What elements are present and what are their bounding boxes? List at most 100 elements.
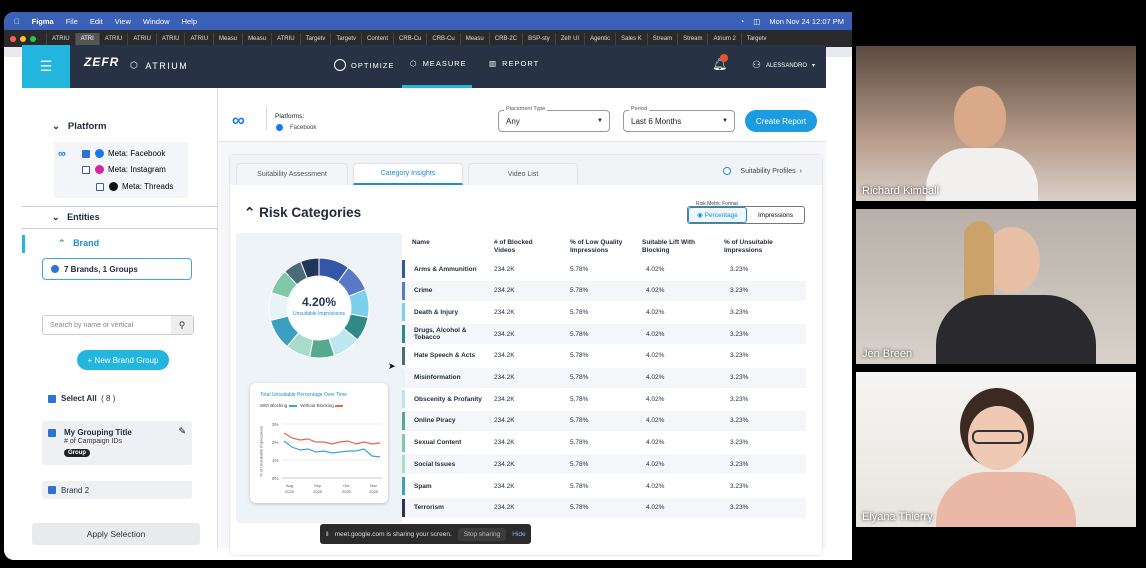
participant-tile[interactable]: Jen Breen [856,209,1136,364]
x-tick: 2025 [342,489,352,494]
table-row[interactable]: Arms & Ammunition 234.2K 5.78% 4.02% 3.23% [402,259,806,279]
minimize-window-icon[interactable] [20,35,26,42]
menu-figma[interactable]: Figma [26,16,54,26]
x-tick: 2025 [285,489,295,494]
apple-icon[interactable]:  [14,17,20,26]
browser-tab[interactable]: Measu [213,32,242,45]
browser-tab[interactable]: CRB-Cu [426,32,459,45]
tab-suitability-assessment[interactable]: Suitability Assessment [236,163,348,185]
risk-categories-heading[interactable]: ⌃ Risk Categories [244,205,361,221]
browser-tab[interactable]: ATRIU [98,32,128,45]
checkbox[interactable] [48,486,56,494]
menu-toggle-icon[interactable]: ☰ [22,45,70,88]
tab-category-insights[interactable]: Category Insights [353,163,463,185]
suitability-profiles-link[interactable]: Suitability Profiles › [723,167,802,175]
create-report-button[interactable]: Create Report [745,110,817,132]
brand-summary-chip[interactable]: 7 Brands, 1 Groups [42,258,192,280]
table-row[interactable]: Online Piracy 234.2K 5.78% 4.02% 3.23% [402,410,806,431]
browser-tab[interactable]: ATRIU [46,32,75,45]
menu-edit[interactable]: Edit [84,16,103,26]
checkbox[interactable] [96,182,104,191]
menu-file[interactable]: File [60,16,78,26]
platform-section[interactable]: ⌄ Platform [52,121,106,132]
hide-button[interactable]: Hide [512,530,526,538]
browser-tab[interactable]: Zefr UI [554,32,584,45]
maximize-window-icon[interactable] [30,35,36,42]
browser-tab[interactable]: ATRI [74,32,99,45]
platform-instagram[interactable]: Meta: Instagram [82,165,166,174]
browser-tab[interactable]: Measu [459,32,489,45]
browser-tab[interactable]: Targetv [330,32,361,45]
menu-window[interactable]: Window [137,16,170,26]
browser-tab[interactable]: ATRIU [127,32,156,45]
platform-facebook[interactable]: Meta: Facebook [82,149,165,158]
clock[interactable]: Mon Nov 24 12:07 PM [769,16,844,26]
brand-search-input[interactable]: Search by name or vertical ⚲ [42,315,194,335]
table-row[interactable]: Death & Injury 234.2K 5.78% 4.02% 3.23% [402,302,806,322]
table-row[interactable]: Drugs, Alcohol & Tobacco 234.2K 5.78% 4.02%… [402,324,806,345]
nav-report[interactable]: ▥ REPORT [489,59,539,68]
browser-tab[interactable]: Measu [242,32,271,45]
donut-slice[interactable] [299,257,320,279]
platform-threads[interactable]: Meta: Threads [96,182,173,191]
checkbox[interactable] [82,165,90,174]
control-center-icon[interactable]: ◫ [753,16,761,26]
line-y-axis-label: % of Unsuitable Impressions [258,426,264,477]
table-row[interactable]: Social Issues 234.2K 5.78% 4.02% 3.23% [402,454,806,475]
checkbox[interactable] [82,149,90,158]
browser-tab[interactable]: Content [361,32,393,45]
close-window-icon[interactable] [10,35,16,42]
menu-view[interactable]: View [109,16,131,26]
table-row[interactable]: Obscenity & Profanity 234.2K 5.78% 4.02% 3.2… [402,389,806,409]
column-header-name: Name [412,239,430,246]
browser-tab[interactable]: ATRIU [184,32,213,45]
period-select[interactable]: Last 6 Months ▼ [623,110,735,132]
participant-tile[interactable]: Elyana Thierry [856,372,1136,527]
user-menu[interactable]: ⚇ ALESSANDRO ▾ [752,60,815,71]
table-row[interactable]: Sexual Content 234.2K 5.78% 4.02% 3.23% [402,433,806,453]
browser-tab[interactable]: BSP-sty [522,32,555,45]
apply-selection-button[interactable]: Apply Selection [32,523,200,545]
menu-help[interactable]: Help [175,16,197,26]
browser-tab[interactable]: Agentic [584,32,615,45]
brand-summary-label: 7 Brands, 1 Groups [64,264,138,274]
browser-tab[interactable]: Targetv [740,32,772,45]
low-quality-impressions: 5.78% [570,308,589,316]
checkbox[interactable] [48,394,56,403]
table-row[interactable]: Crime 234.2K 5.78% 4.02% 3.23% [402,280,806,301]
new-brand-group-button[interactable]: + New Brand Group [77,350,169,370]
nav-optimize[interactable]: OPTIMIZE [334,59,394,71]
browser-tab[interactable]: Stream [677,32,707,45]
browser-tab[interactable]: CRB-2C [488,32,522,45]
browser-tab[interactable]: CRB-Cu [393,32,426,45]
browser-tab[interactable]: ATRIU [271,32,300,45]
impressions-option[interactable]: Impressions [757,211,794,219]
brand-section[interactable]: ⌃ Brand [58,238,99,249]
legend-with-blocking: With Blocking [260,403,288,408]
participant-tile[interactable]: Richard Kimball [856,46,1136,201]
table-row[interactable]: Spam 234.2K 5.78% 4.02% 3.23% [402,476,806,496]
table-row[interactable]: Terrorism 234.2K 5.78% 4.02% 3.23% [402,497,806,518]
wifi-icon[interactable]: ◔ [739,16,745,26]
percentage-option[interactable]: ◉ Percentage [688,207,747,223]
table-row[interactable]: Hate Speech & Acts 234.2K 5.78% 4.02% 3.23% [402,346,806,366]
browser-tab[interactable]: Sales K [615,32,647,45]
check-circle-icon: ◉ [697,212,703,219]
pencil-icon[interactable]: ✎ [178,426,186,436]
browser-tab[interactable]: Targetv [299,32,331,45]
placement-type-select[interactable]: Any ▼ [498,110,610,132]
stop-sharing-button[interactable]: Stop sharing [457,527,507,541]
entities-section[interactable]: ⌄ Entities [52,212,100,223]
table-row[interactable]: Misinformation 234.2K 5.78% 4.02% 3.23% [402,367,806,388]
search-icon[interactable]: ⚲ [171,316,193,334]
brand-title: Brand [73,238,100,248]
select-all-row[interactable]: Select All ( 8 ) [48,394,115,403]
browser-tab[interactable]: ATRIU [155,32,185,45]
group-card[interactable]: My Grouping Title # of Campaign IDs Grou… [42,421,192,465]
brand-row[interactable]: Brand 2 [42,481,192,499]
checkbox[interactable] [48,429,56,437]
nav-measure[interactable]: ⬡ MEASURE [410,59,467,68]
tab-video-list[interactable]: Video List [468,163,578,185]
browser-tab[interactable]: Atrium 2 [707,32,740,45]
browser-tab[interactable]: Stream [646,32,677,45]
